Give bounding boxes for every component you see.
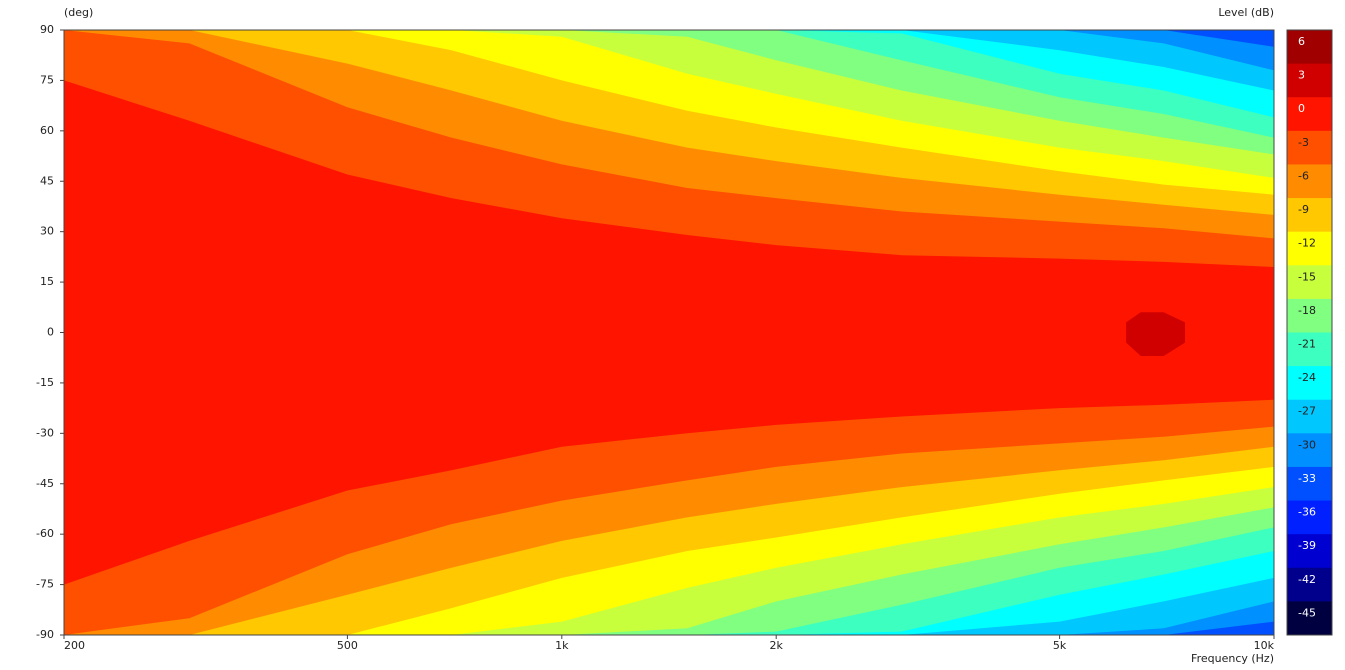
colorbar-band bbox=[1287, 130, 1332, 165]
colorbar-band bbox=[1287, 433, 1332, 468]
colorbar-label: Level (dB) bbox=[1218, 6, 1274, 19]
colorbar-band bbox=[1287, 298, 1332, 333]
y-tick-label: 75 bbox=[40, 73, 54, 86]
contour-band bbox=[1126, 312, 1185, 356]
y-tick-label: 15 bbox=[40, 275, 54, 288]
colorbar-label: -39 bbox=[1298, 539, 1316, 552]
colorbar-label: -27 bbox=[1298, 405, 1316, 418]
y-axis-label: (deg) bbox=[64, 6, 93, 19]
colorbar-band bbox=[1287, 30, 1332, 65]
x-tick-label: 2k bbox=[770, 639, 784, 652]
colorbar-label: -36 bbox=[1298, 506, 1316, 519]
y-tick-label: -75 bbox=[36, 578, 54, 591]
colorbar-band bbox=[1287, 500, 1332, 535]
x-tick-label: 200 bbox=[64, 639, 85, 652]
colorbar-band bbox=[1287, 332, 1332, 367]
y-tick-label: 30 bbox=[40, 225, 54, 238]
colorbar-label: -24 bbox=[1298, 371, 1316, 384]
colorbar-label: -9 bbox=[1298, 203, 1309, 216]
colorbar-frame bbox=[1286, 29, 1333, 636]
x-tick-label: 5k bbox=[1053, 639, 1067, 652]
contour-band bbox=[64, 80, 1274, 585]
y-tick-label: -45 bbox=[36, 477, 54, 490]
y-tick-label: 60 bbox=[40, 124, 54, 137]
y-tick-label: -15 bbox=[36, 376, 54, 389]
colorbar-band bbox=[1287, 231, 1332, 266]
colorbar-label: -6 bbox=[1298, 169, 1309, 182]
plot-area bbox=[64, 30, 1274, 635]
colorbar-band bbox=[1287, 466, 1332, 502]
colorbar-band bbox=[1287, 534, 1332, 569]
colorbar-label: -18 bbox=[1298, 304, 1316, 317]
colorbar-band bbox=[1287, 164, 1332, 199]
colorbar-label: -42 bbox=[1298, 573, 1316, 586]
colorbar-label: 3 bbox=[1298, 69, 1305, 82]
colorbar-band bbox=[1287, 198, 1332, 233]
y-tick-label: -30 bbox=[36, 426, 54, 439]
colorbar-band bbox=[1287, 601, 1332, 636]
colorbar-band bbox=[1287, 399, 1332, 434]
colorbar-label: -3 bbox=[1298, 136, 1309, 149]
colorbar-band bbox=[1287, 97, 1332, 132]
x-tick-label: 1k bbox=[555, 639, 569, 652]
colorbar-label: -15 bbox=[1298, 270, 1316, 283]
y-tick-label: 0 bbox=[47, 326, 54, 339]
x-axis-label: Frequency (Hz) bbox=[1191, 652, 1274, 665]
y-tick-label: -90 bbox=[36, 628, 54, 641]
colorbar-band bbox=[1287, 63, 1332, 98]
colorbar-label: -21 bbox=[1298, 338, 1316, 351]
colorbar-band bbox=[1287, 567, 1332, 602]
colorbar-band bbox=[1287, 366, 1332, 401]
colorbar-label: -12 bbox=[1298, 237, 1316, 250]
colorbar-label: -30 bbox=[1298, 438, 1316, 451]
colorbar-label: 6 bbox=[1298, 35, 1305, 48]
y-tick-label: 45 bbox=[40, 174, 54, 187]
colorbar-label: -45 bbox=[1298, 606, 1316, 619]
y-tick-label: -60 bbox=[36, 527, 54, 540]
colorbar-band bbox=[1287, 265, 1332, 300]
y-tick-label: 90 bbox=[40, 23, 54, 36]
x-tick-label: 500 bbox=[337, 639, 358, 652]
colorbar-label: -33 bbox=[1298, 472, 1316, 485]
x-tick-label: 10k bbox=[1254, 639, 1275, 652]
colorbar-label: 0 bbox=[1298, 102, 1305, 115]
